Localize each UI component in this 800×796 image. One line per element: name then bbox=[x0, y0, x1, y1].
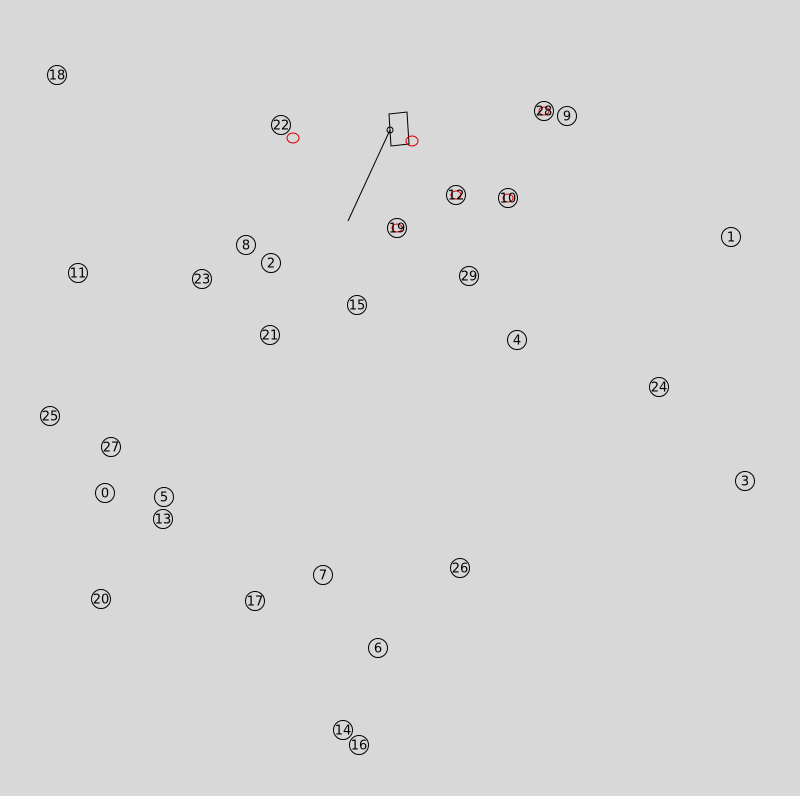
node-label: 17 bbox=[247, 595, 264, 610]
node-label: 1 bbox=[727, 231, 735, 246]
node-19[interactable]: 19 bbox=[388, 219, 407, 238]
node-label: 10 bbox=[500, 192, 517, 207]
node-1[interactable]: 1 bbox=[722, 228, 741, 247]
node-8[interactable]: 8 bbox=[237, 236, 256, 255]
node-5[interactable]: 5 bbox=[155, 488, 174, 507]
node-label: 13 bbox=[155, 513, 172, 528]
node-label: 21 bbox=[262, 329, 279, 344]
node-label: 2 bbox=[267, 257, 275, 272]
node-27[interactable]: 27 bbox=[102, 438, 121, 457]
node-label: 4 bbox=[513, 334, 521, 349]
node-28[interactable]: 28 bbox=[535, 102, 554, 121]
node-21[interactable]: 21 bbox=[261, 326, 280, 345]
node-25[interactable]: 25 bbox=[41, 407, 60, 426]
node-3[interactable]: 3 bbox=[736, 472, 755, 491]
node-label: 3 bbox=[741, 475, 749, 490]
node-label: 18 bbox=[49, 69, 66, 84]
node-18[interactable]: 18 bbox=[48, 66, 67, 85]
node-22[interactable]: 22 bbox=[272, 116, 291, 135]
node-label: 11 bbox=[70, 267, 87, 282]
node-15[interactable]: 15 bbox=[348, 296, 367, 315]
node-label: 23 bbox=[194, 273, 211, 288]
node-label: 24 bbox=[651, 381, 668, 396]
node-0[interactable]: 0 bbox=[96, 484, 115, 503]
node-9[interactable]: 9 bbox=[558, 107, 577, 126]
node-23[interactable]: 23 bbox=[193, 270, 212, 289]
node-label: 0 bbox=[101, 487, 109, 502]
node-2[interactable]: 2 bbox=[262, 254, 281, 273]
node-label: 8 bbox=[242, 239, 250, 254]
red-marker-near-robot bbox=[406, 136, 418, 146]
node-16[interactable]: 16 bbox=[350, 736, 369, 755]
node-13[interactable]: 13 bbox=[154, 510, 173, 529]
node-label: 28 bbox=[536, 105, 553, 120]
node-label: 14 bbox=[335, 724, 352, 739]
node-14[interactable]: 14 bbox=[334, 721, 353, 740]
node-10[interactable]: 10 bbox=[499, 189, 518, 208]
node-label: 27 bbox=[103, 441, 120, 456]
node-12[interactable]: 12 bbox=[447, 186, 466, 205]
node-26[interactable]: 26 bbox=[451, 559, 470, 578]
robot bbox=[348, 112, 409, 221]
node-20[interactable]: 20 bbox=[92, 590, 111, 609]
node-label: 29 bbox=[461, 270, 478, 285]
node-label: 22 bbox=[273, 119, 290, 134]
robot-heading-line bbox=[348, 130, 390, 221]
node-label: 20 bbox=[93, 593, 110, 608]
node-label: 9 bbox=[563, 110, 571, 125]
node-label: 19 bbox=[389, 222, 406, 237]
node-label: 5 bbox=[160, 491, 168, 506]
node-6[interactable]: 6 bbox=[369, 639, 388, 658]
node-29[interactable]: 29 bbox=[460, 267, 479, 286]
node-label: 25 bbox=[42, 410, 59, 425]
node-11[interactable]: 11 bbox=[69, 264, 88, 283]
node-24[interactable]: 24 bbox=[650, 378, 669, 397]
red-marker-near-22 bbox=[287, 133, 299, 143]
node-7[interactable]: 7 bbox=[314, 566, 333, 585]
node-label: 16 bbox=[351, 739, 368, 754]
node-label: 12 bbox=[448, 189, 465, 204]
node-label: 15 bbox=[349, 299, 366, 314]
node-label: 7 bbox=[319, 569, 327, 584]
node-4[interactable]: 4 bbox=[508, 331, 527, 350]
node-17[interactable]: 17 bbox=[246, 592, 265, 611]
node-label: 6 bbox=[374, 642, 382, 657]
node-label: 26 bbox=[452, 562, 469, 577]
